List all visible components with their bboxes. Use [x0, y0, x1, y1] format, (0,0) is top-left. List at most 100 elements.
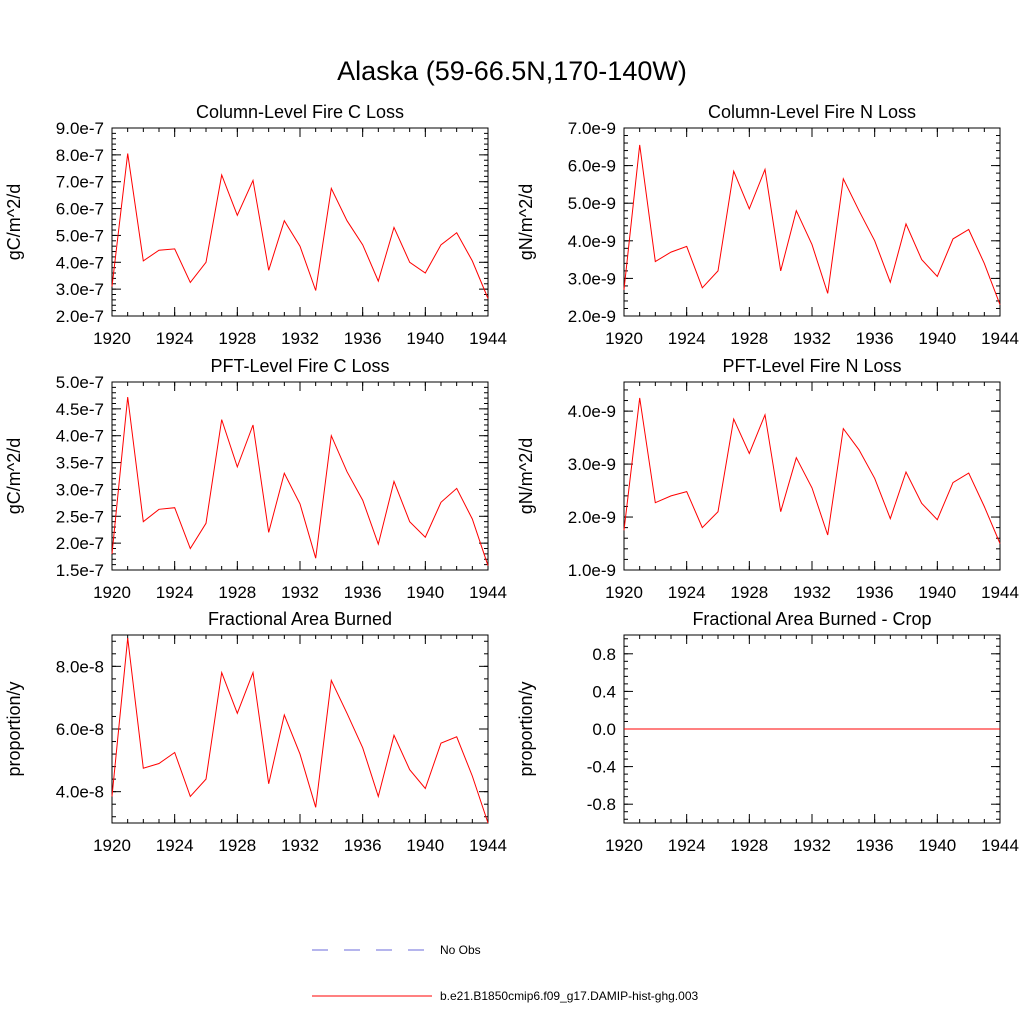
y-tick-label: 0.8	[592, 645, 616, 664]
y-tick-label: 5.0e-9	[568, 194, 616, 213]
x-tick-label: 1920	[605, 329, 643, 348]
y-tick-label: -0.8	[587, 795, 616, 814]
x-tick-label: 1936	[344, 583, 382, 602]
y-tick-label: 3.0e-9	[568, 269, 616, 288]
chart-panel-6: Fractional Area Burned - Crop proportion/…	[516, 609, 1019, 855]
plot-frame	[111, 634, 489, 824]
x-tick-label: 1924	[156, 836, 194, 855]
y-tick-label: 6.0e-8	[56, 720, 104, 739]
series-line	[111, 396, 489, 566]
x-tick-label: 1944	[469, 836, 507, 855]
y-axis-label: gN/m^2/d	[516, 438, 536, 514]
x-tick-label: 1928	[218, 836, 256, 855]
x-tick-label: 1936	[344, 329, 382, 348]
y-tick-label: 0.0	[592, 720, 616, 739]
y-axis-label: gN/m^2/d	[516, 184, 536, 260]
x-tick-label: 1928	[730, 836, 768, 855]
x-tick-label: 1928	[218, 329, 256, 348]
y-tick-label: 2.0e-9	[568, 508, 616, 527]
x-tick-label: 1920	[93, 329, 131, 348]
y-tick-label: 3.0e-7	[56, 480, 104, 499]
x-tick-label: 1928	[730, 583, 768, 602]
chart-panel-5: Fractional Area Burned proportion/y 1920 19…	[4, 609, 507, 855]
y-tick-label: 4.0e-8	[56, 783, 104, 802]
y-axis-label: gC/m^2/d	[4, 438, 24, 514]
x-tick-label: 1924	[668, 329, 706, 348]
x-tick-label: 1920	[605, 836, 643, 855]
x-tick-label: 1924	[668, 836, 706, 855]
x-tick-label: 1936	[856, 329, 894, 348]
x-tick-label: 1940	[406, 583, 444, 602]
panel-title: Fractional Area Burned - Crop	[692, 609, 931, 629]
figure-title: Alaska (59-66.5N,170-140W)	[337, 56, 687, 86]
x-tick-label: 1924	[156, 583, 194, 602]
panel-title: Column-Level Fire N Loss	[708, 102, 916, 122]
x-tick-label: 1940	[918, 329, 956, 348]
x-tick-label: 1932	[281, 836, 319, 855]
y-tick-label: 4.5e-7	[56, 400, 104, 419]
x-tick-label: 1944	[469, 329, 507, 348]
y-tick-label: 1.0e-9	[568, 561, 616, 580]
y-tick-label: 5.0e-7	[56, 226, 104, 245]
y-tick-label: 2.5e-7	[56, 507, 104, 526]
y-tick-label: 7.0e-9	[568, 119, 616, 138]
y-axis-label: proportion/y	[4, 681, 24, 776]
x-tick-label: 1944	[469, 583, 507, 602]
legend-model-label: b.e21.B1850cmip6.f09_g17.DAMIP-hist-ghg.…	[440, 989, 698, 1003]
x-tick-label: 1932	[793, 329, 831, 348]
legend-obs-label: No Obs	[440, 943, 481, 957]
plot-frame	[623, 381, 1001, 571]
x-tick-label: 1936	[344, 836, 382, 855]
panel-title: Column-Level Fire C Loss	[196, 102, 404, 122]
x-tick-label: 1936	[856, 583, 894, 602]
x-tick-label: 1924	[668, 583, 706, 602]
x-tick-label: 1920	[93, 836, 131, 855]
legend: No Obs b.e21.B1850cmip6.f09_g17.DAMIP-hi…	[312, 943, 698, 1003]
y-tick-label: 1.5e-7	[56, 561, 104, 580]
chart-panel-1: Column-Level Fire C Loss gC/m^2/d 1920 1924…	[4, 102, 507, 348]
x-tick-label: 1920	[93, 583, 131, 602]
series-line	[111, 638, 489, 824]
x-tick-label: 1940	[918, 836, 956, 855]
x-tick-label: 1944	[981, 836, 1019, 855]
x-tick-label: 1944	[981, 329, 1019, 348]
x-tick-label: 1920	[605, 583, 643, 602]
x-tick-label: 1932	[281, 583, 319, 602]
y-tick-label: 3.0e-9	[568, 455, 616, 474]
panel-title: Fractional Area Burned	[208, 609, 392, 629]
y-tick-label: 3.0e-7	[56, 280, 104, 299]
plot-frame	[111, 127, 489, 317]
x-tick-label: 1928	[730, 329, 768, 348]
y-tick-label: 4.0e-7	[56, 253, 104, 272]
y-tick-label: 2.0e-7	[56, 307, 104, 326]
chart-panel-3: PFT-Level Fire C Loss gC/m^2/d 1920 1924 192…	[4, 356, 507, 602]
y-tick-label: 4.0e-9	[568, 232, 616, 251]
y-tick-label: 4.0e-7	[56, 427, 104, 446]
plot-frame	[111, 381, 489, 571]
y-axis-label: gC/m^2/d	[4, 184, 24, 260]
y-tick-label: -0.4	[587, 758, 616, 777]
chart-panel-2: Column-Level Fire N Loss gN/m^2/d 1920 1924…	[516, 102, 1019, 348]
series-line	[623, 144, 1001, 305]
y-tick-label: 9.0e-7	[56, 119, 104, 138]
y-tick-label: 6.0e-7	[56, 200, 104, 219]
series-line	[623, 397, 1001, 544]
x-tick-label: 1940	[406, 836, 444, 855]
x-tick-label: 1932	[793, 583, 831, 602]
panels-group: Column-Level Fire C Loss gC/m^2/d 1920 1924…	[4, 102, 1019, 855]
y-tick-label: 2.0e-9	[568, 307, 616, 326]
series-line	[111, 153, 489, 299]
y-axis-label: proportion/y	[516, 681, 536, 776]
y-tick-label: 7.0e-7	[56, 173, 104, 192]
y-tick-label: 8.0e-7	[56, 146, 104, 165]
x-tick-label: 1940	[918, 583, 956, 602]
y-tick-label: 0.4	[592, 682, 616, 701]
y-tick-label: 8.0e-8	[56, 657, 104, 676]
x-tick-label: 1932	[793, 836, 831, 855]
plot-frame	[623, 127, 1001, 317]
y-tick-label: 6.0e-9	[568, 157, 616, 176]
y-tick-label: 4.0e-9	[568, 402, 616, 421]
y-tick-label: 5.0e-7	[56, 373, 104, 392]
x-tick-label: 1932	[281, 329, 319, 348]
panel-title: PFT-Level Fire C Loss	[210, 356, 389, 376]
